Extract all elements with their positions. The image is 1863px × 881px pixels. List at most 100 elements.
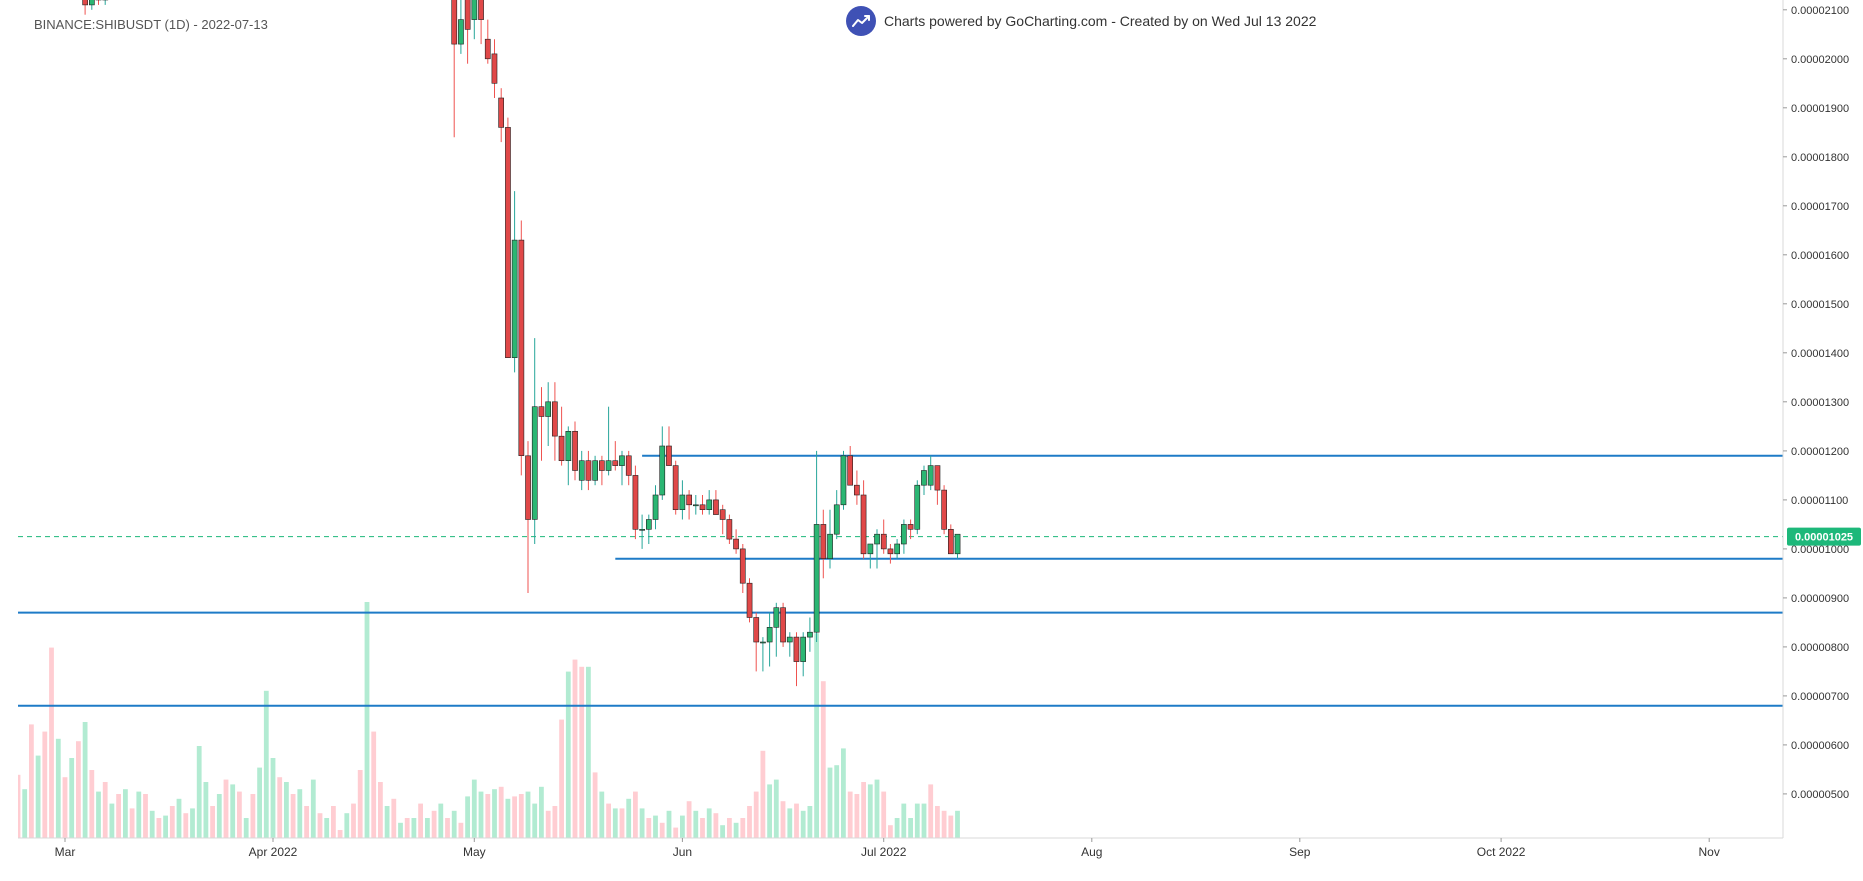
candle [800, 632, 806, 677]
x-tick-label: Aug [1081, 845, 1102, 859]
candle [619, 450, 625, 486]
y-tick-label: 0.00000700 [1791, 691, 1849, 703]
volume-bar [827, 767, 833, 838]
candle-body [880, 533, 887, 550]
candle-body [645, 519, 652, 530]
volume-bar [545, 810, 551, 838]
volume-bar [686, 801, 692, 838]
credit-text: Charts powered by GoCharting.com - Creat… [884, 13, 1317, 29]
candle [813, 450, 820, 642]
candle [592, 455, 598, 486]
volume-bar [814, 633, 819, 838]
volume-bar [203, 782, 209, 838]
volume-bar [82, 722, 88, 838]
volume-bar [559, 719, 564, 838]
candle-body [478, 0, 484, 20]
volume-bar [693, 810, 699, 838]
candle-body [914, 484, 921, 530]
volume-bar [894, 818, 900, 838]
candle-body [780, 607, 786, 643]
candle-body [800, 636, 806, 662]
volume-bar [673, 827, 679, 838]
candle-body [652, 494, 659, 520]
candle-body [941, 489, 947, 530]
volume-bar [680, 815, 685, 838]
volume-bar [518, 794, 524, 838]
candle-body [585, 460, 592, 481]
candle [598, 455, 605, 486]
candle-body [692, 504, 699, 507]
candle [451, 0, 458, 138]
y-tick-label: 0.00001500 [1791, 299, 1849, 311]
candle-body [511, 239, 518, 359]
volume-bar [284, 782, 289, 838]
y-tick-label: 0.00001800 [1791, 152, 1849, 164]
candle-body [706, 499, 713, 510]
volume-bar [458, 822, 464, 838]
volume-bar [263, 690, 269, 838]
volume-bar [666, 810, 672, 838]
candle-body [894, 543, 900, 555]
candle [89, 0, 95, 10]
volume-bar [787, 808, 793, 838]
volume-bar [552, 806, 558, 838]
candle [679, 480, 686, 520]
volume-bar [579, 666, 585, 838]
candle-body [451, 0, 458, 45]
volume-bar [69, 758, 75, 838]
candle-body [786, 636, 793, 643]
volume-bar [720, 825, 725, 838]
candle [840, 450, 847, 510]
y-tick-label: 0.00001300 [1791, 397, 1849, 409]
candle [699, 495, 706, 515]
candle-body [907, 524, 914, 530]
candle [927, 455, 934, 491]
candle [867, 543, 874, 569]
last-price-badge: 0.00001025 [1787, 527, 1861, 546]
volume-bar [337, 830, 343, 838]
candle [733, 529, 739, 554]
y-tick-label: 0.00001400 [1791, 348, 1849, 360]
volume-bar [129, 808, 135, 838]
candle [766, 612, 773, 667]
candle [659, 426, 666, 500]
volume-bar [250, 794, 256, 838]
volume-bar [42, 731, 48, 838]
volume-bar [35, 755, 41, 838]
volume-bar [485, 794, 491, 838]
candle [773, 602, 780, 657]
volume-bar [807, 806, 813, 838]
candle [491, 39, 498, 98]
symbol-label: BINANCE:SHIBUSDT (1D) - 2022-07-13 [34, 17, 268, 32]
volume-bar [794, 803, 799, 838]
volume-bar [270, 758, 276, 838]
volume-bar [646, 818, 652, 838]
candle [672, 460, 679, 515]
candle-body [558, 435, 565, 462]
volume-bar [659, 822, 665, 838]
candle-body [921, 470, 927, 486]
candle [853, 470, 860, 505]
candle-body [578, 460, 585, 481]
candle-body [491, 53, 498, 84]
volume-bar [143, 794, 148, 838]
candle [484, 19, 491, 64]
candle [478, 0, 484, 45]
credit-banner[interactable]: Charts powered by GoCharting.com - Creat… [846, 6, 1316, 36]
volume-bar [780, 801, 786, 838]
volume-bar [753, 791, 759, 838]
candle [874, 529, 880, 569]
volume-bar [109, 803, 115, 838]
volume-bar [834, 765, 840, 838]
candle-body [598, 460, 605, 471]
y-tick-label: 0.00001700 [1791, 201, 1849, 213]
candle-body [733, 538, 739, 550]
candle [652, 485, 659, 530]
candle [880, 519, 887, 554]
candle-body [820, 524, 827, 560]
x-tick-label: Oct 2022 [1477, 845, 1526, 859]
volume-bar [592, 772, 598, 838]
candle-body [89, 0, 95, 6]
candle [786, 632, 793, 657]
